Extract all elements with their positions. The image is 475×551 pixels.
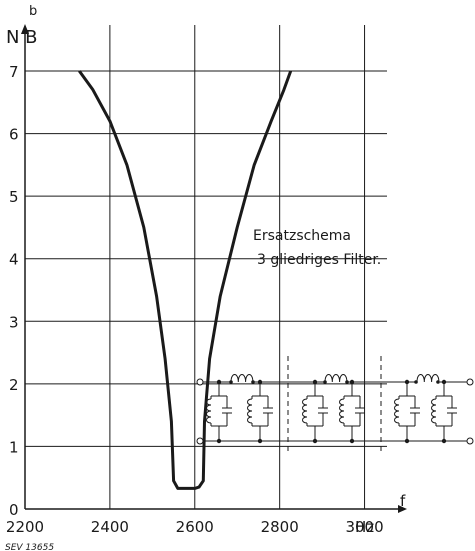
- y-axis-label-top: b: [29, 4, 37, 19]
- annotation-filter: 3 gliedriges Filter.: [257, 252, 381, 268]
- x-tick-label-2800: 2800: [261, 518, 299, 536]
- annotation-ersatzschema: Ersatzschema: [253, 228, 351, 244]
- junction-dot: [414, 380, 418, 384]
- series-inductor-icon: [230, 374, 254, 383]
- y-tick-label-6: 6: [9, 126, 19, 144]
- series-inductor-icon: [416, 374, 440, 383]
- y-tick-labels: 0 1 2 3 4 5 6 7: [9, 63, 19, 519]
- junction-dot: [436, 380, 440, 384]
- y-tick-label-2: 2: [9, 376, 19, 394]
- x-tick-label-2400: 2400: [91, 518, 129, 536]
- x-tick-label-3000: 3000: [345, 518, 383, 536]
- y-tick-label-4: 4: [9, 251, 19, 269]
- shunt-resonator-icon: [247, 379, 273, 444]
- shunt-resonator-icon: [206, 379, 232, 444]
- x-axis-arrow: [398, 505, 407, 513]
- x-tick-label-2200: 2200: [6, 518, 44, 536]
- x-axis-unit: Hz: [355, 518, 374, 536]
- y-tick-label-0: 0: [9, 501, 19, 519]
- junction-dot: [251, 380, 255, 384]
- y-tick-label-3: 3: [9, 313, 19, 331]
- junction-dot: [323, 380, 327, 384]
- y-tick-label-1: 1: [9, 438, 19, 456]
- y-tick-label-5: 5: [9, 188, 19, 206]
- x-tick-labels: 2200 2400 2600 2800 3000: [6, 518, 384, 536]
- ladder-filter-schematic-icon: [196, 356, 474, 455]
- shunt-resonator-icon: [302, 379, 328, 444]
- curve-layer: [78, 70, 293, 490]
- y-axis-label: N B: [6, 27, 38, 48]
- series-inductor-icon: [324, 374, 348, 383]
- y-tick-label-7: 7: [9, 63, 19, 81]
- shunt-resonator-icon: [394, 379, 420, 444]
- y-axis-arrow: [21, 24, 29, 34]
- series-line-0: [78, 70, 293, 490]
- x-tick-label-2600: 2600: [176, 518, 214, 536]
- x-axis-label: f: [400, 492, 406, 510]
- grid: [25, 25, 387, 509]
- shunt-resonator-icon: [339, 379, 365, 444]
- reference-code: SEV 13655: [5, 543, 54, 551]
- junction-dot: [229, 380, 233, 384]
- junction-dot: [345, 380, 349, 384]
- shunt-resonator-icon: [431, 379, 457, 444]
- axes: [21, 24, 407, 513]
